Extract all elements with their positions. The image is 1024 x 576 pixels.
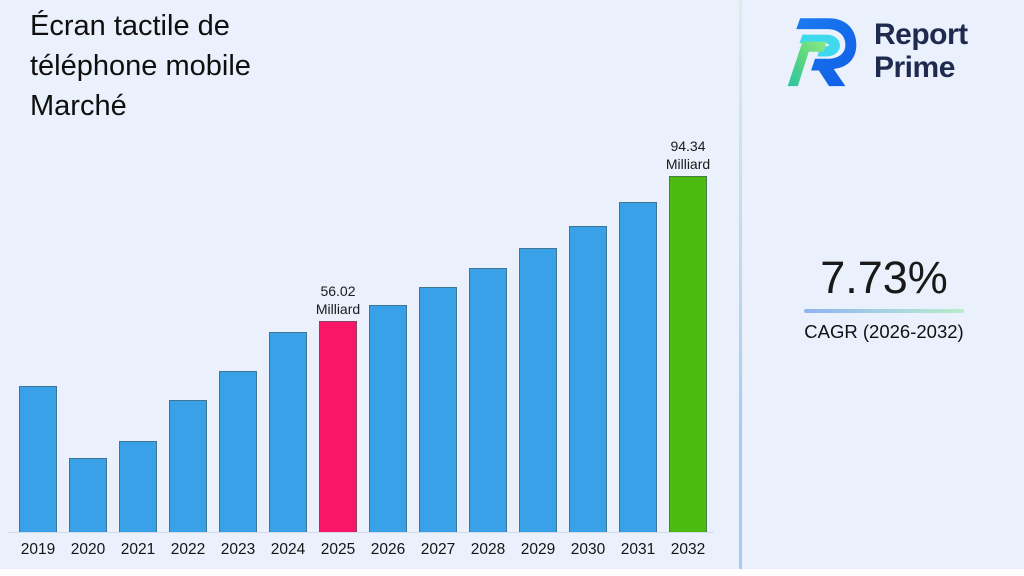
bar-2026 [369, 304, 407, 533]
panel-separator [739, 0, 742, 576]
bar-2029 [519, 247, 557, 533]
bar-2021 [119, 440, 157, 533]
bar-2031 [619, 202, 657, 533]
x-tick-2025: 2025 [320, 541, 356, 558]
bar-2025: 56.02 Milliard [316, 283, 360, 533]
x-tick-2026: 2026 [370, 541, 406, 558]
bar-2024 [269, 331, 307, 533]
x-tick-2029: 2029 [520, 541, 556, 558]
cagr-label: CAGR (2026-2032) [804, 321, 964, 342]
x-tick-2019: 2019 [20, 541, 56, 558]
report-prime-logo-icon [787, 18, 857, 87]
bottom-strip [0, 569, 1024, 576]
bar-2020 [69, 457, 107, 533]
bar-2027 [419, 287, 457, 533]
x-tick-2023: 2023 [220, 541, 256, 558]
bar-value-label-2025: 56.02 Milliard [315, 283, 361, 317]
x-tick-2028: 2028 [470, 541, 506, 558]
bar-chart: 2019 2020 2021 2022 2023 2024 56.02 Milliard 202… [0, 138, 740, 558]
report-prime-logo: Report Prime [783, 12, 968, 90]
bar-2028 [469, 268, 507, 533]
cagr-underline [804, 309, 964, 313]
logo-text-line-1: Report [874, 18, 968, 51]
x-tick-2027: 2027 [420, 541, 456, 558]
bar-2032: 94.34 Milliard [666, 138, 710, 533]
cagr-value: 7.73% [820, 252, 948, 303]
cagr-stat: 7.73% CAGR (2026-2032) [802, 252, 966, 343]
page-title-line-3: Marché [30, 90, 127, 122]
x-tick-2020: 2020 [70, 541, 106, 558]
report-prime-logo-text: Report Prime [874, 18, 968, 84]
page-title-line-2: téléphone mobile [30, 50, 251, 82]
page-title-line-1: Écran tactile de [30, 10, 230, 42]
bar-2030 [569, 225, 607, 533]
x-tick-2024: 2024 [270, 541, 306, 558]
x-tick-2032: 2032 [670, 541, 706, 558]
x-tick-2030: 2030 [570, 541, 606, 558]
bar-2023 [219, 370, 257, 533]
page-title: Écran tactile de téléphone mobile Marché [30, 6, 390, 126]
x-tick-2021: 2021 [120, 541, 156, 558]
bar-2022 [169, 400, 207, 533]
bar-value-label-2032: 94.34 Milliard [665, 138, 711, 172]
x-tick-2031: 2031 [620, 541, 656, 558]
bar-2019 [19, 385, 57, 533]
x-tick-2022: 2022 [170, 541, 206, 558]
logo-text-line-2: Prime [874, 51, 955, 84]
